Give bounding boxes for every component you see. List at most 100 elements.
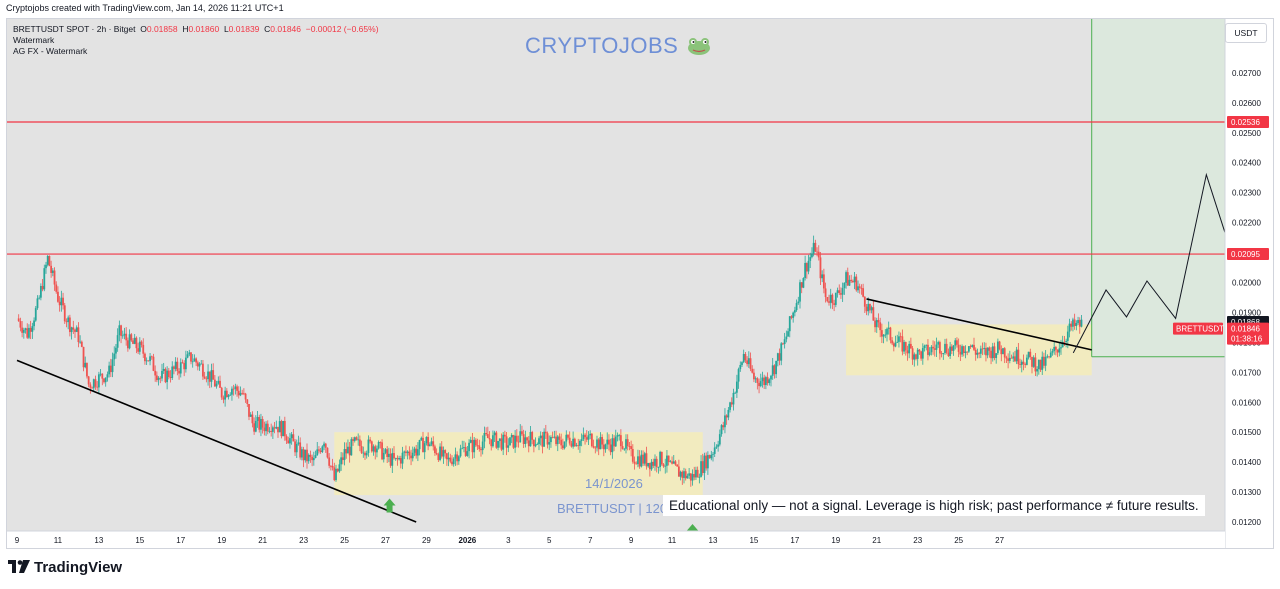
candle-body: [145, 360, 148, 362]
candle-body: [1049, 352, 1052, 358]
candle-body: [497, 441, 499, 448]
candle-body: [468, 442, 470, 452]
candle-body: [737, 369, 740, 382]
candle-body: [826, 297, 829, 302]
candle-body: [950, 346, 953, 351]
candle-body: [135, 337, 138, 349]
candle-body: [126, 340, 129, 349]
candle-body: [983, 347, 986, 349]
tradingview-brand[interactable]: TradingView: [8, 559, 122, 576]
candle-body: [927, 344, 929, 355]
candle-body: [169, 376, 172, 378]
candle-body: [132, 340, 134, 344]
candle-body: [587, 435, 590, 440]
chart-frame[interactable]: 0.01200 0.01300 0.01400 0.01500 0.01600 0.017…: [6, 18, 1274, 549]
candle-body: [72, 327, 75, 330]
candle-body: [1058, 348, 1061, 353]
x-tick-label: 13: [709, 536, 718, 545]
y-tick-label: 0.01500: [1232, 428, 1261, 437]
candle-body: [282, 420, 285, 437]
candle-body: [742, 353, 745, 363]
candle-body: [913, 354, 916, 360]
candle-body: [352, 439, 354, 441]
candle-body: [1051, 351, 1054, 353]
candle-body: [609, 444, 612, 453]
candle-body: [604, 444, 607, 450]
candle-body: [21, 327, 24, 333]
candle-body: [440, 446, 443, 457]
candle-body: [167, 370, 170, 377]
candle-body: [590, 433, 593, 447]
candle-body: [601, 437, 604, 445]
candle-body: [845, 272, 847, 283]
candle-body: [638, 456, 641, 467]
candle-body: [829, 294, 832, 303]
candle-body: [188, 352, 191, 355]
candle-body: [608, 439, 610, 445]
candle-body: [241, 392, 244, 394]
currency-selector[interactable]: USDT: [1225, 23, 1267, 43]
candle-body: [811, 253, 813, 258]
candle-body: [637, 456, 639, 465]
x-tick-label: 9: [15, 536, 20, 545]
candle-body: [701, 461, 704, 474]
candle-body: [220, 387, 223, 398]
brand-text: TradingView: [34, 559, 123, 576]
candle-body: [222, 397, 225, 400]
candle-body: [464, 447, 467, 456]
candle-body: [906, 350, 909, 354]
candle-body: [219, 380, 221, 388]
symbol-name-label: BRETTUSDT: [1176, 325, 1224, 334]
candle-body: [915, 354, 917, 359]
candle-body: [710, 454, 713, 459]
candle-body: [36, 298, 39, 309]
candle-body: [749, 358, 752, 369]
candle-body: [536, 444, 539, 445]
legend-indicator-2[interactable]: AG FX - Watermark: [13, 46, 88, 56]
candle-body: [232, 388, 235, 390]
candle-body: [1002, 348, 1004, 355]
candle-body: [923, 345, 926, 349]
candle-body: [529, 431, 532, 447]
candle-body: [780, 343, 783, 361]
legend-indicator-1[interactable]: Watermark: [13, 35, 55, 45]
candle-body: [266, 423, 269, 432]
candle-body: [309, 454, 312, 457]
candle-body: [367, 439, 370, 453]
candle-body: [625, 439, 627, 449]
candle-body: [265, 423, 267, 432]
candle-body: [696, 469, 699, 478]
candle-body: [401, 452, 404, 464]
candle-body: [930, 346, 933, 353]
candle-body: [415, 448, 418, 456]
candle-body: [633, 461, 636, 464]
candle-body: [901, 336, 904, 352]
price-chart[interactable]: 0.01200 0.01300 0.01400 0.01500 0.01600 0.017…: [7, 19, 1273, 548]
candle-body: [490, 439, 493, 447]
candle-body: [341, 457, 344, 461]
candle-body: [807, 260, 810, 272]
candle-body: [413, 448, 416, 453]
candle-body: [439, 446, 441, 460]
candle-body: [290, 434, 293, 439]
candle-body: [181, 362, 184, 364]
candle-body: [495, 432, 498, 448]
candle-body: [289, 438, 291, 444]
candle-body: [418, 440, 421, 450]
candle-body: [101, 373, 104, 379]
candle-body: [945, 343, 948, 353]
candle-body: [273, 427, 276, 429]
candle-body: [328, 457, 331, 466]
candle-body: [396, 457, 399, 460]
candle-body: [800, 282, 803, 288]
candle-body: [553, 436, 556, 438]
candle-body: [106, 374, 109, 378]
legend-open-value: 0.01858: [146, 24, 178, 34]
candle-body: [851, 281, 854, 283]
candle-body: [96, 386, 99, 388]
candle-body: [534, 444, 537, 447]
time-axis-background: [7, 531, 1225, 548]
legend-symbol[interactable]: BRETTUSDT SPOT · 2h · Bitget: [13, 24, 136, 34]
candle-body: [492, 435, 494, 447]
candle-body: [217, 380, 220, 384]
